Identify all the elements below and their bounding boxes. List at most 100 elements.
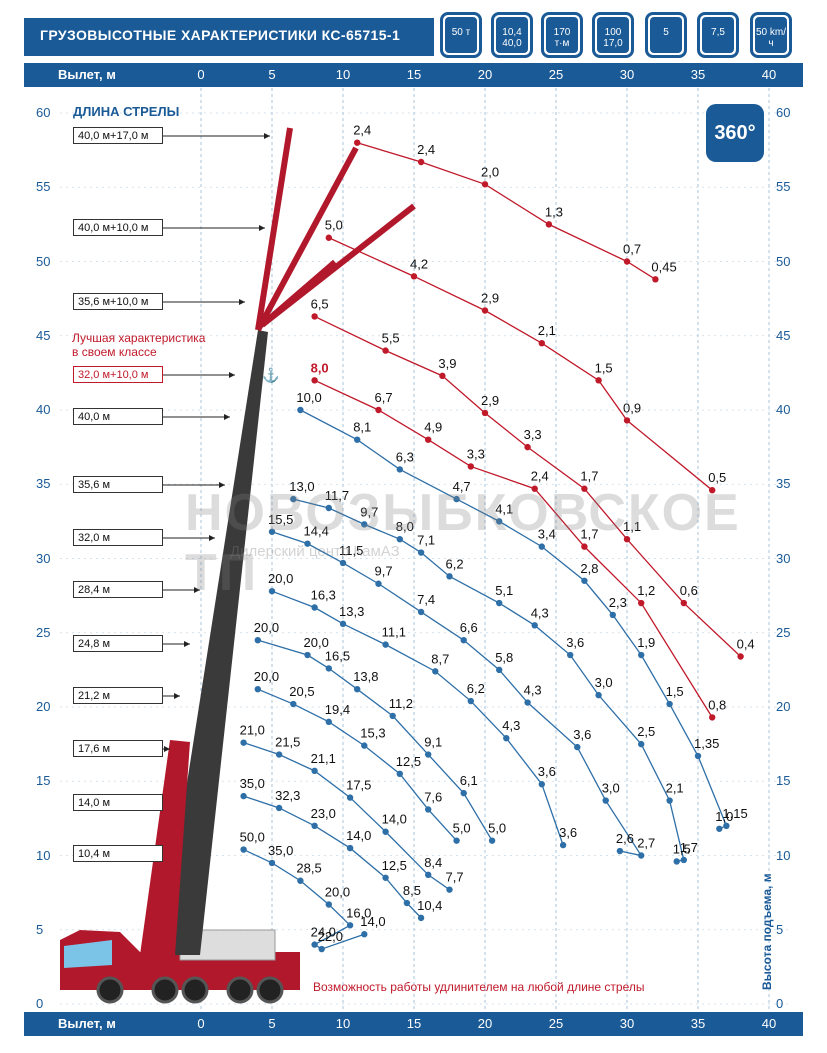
y-tick-left: 40 [36,402,51,417]
boom-label-item: 21,2 м [73,687,163,704]
data-label: 6,3 [396,449,414,464]
data-label: 6,2 [446,556,464,571]
data-point [325,901,332,908]
data-label: 7,4 [417,592,435,607]
data-label: 2,5 [637,724,655,739]
speed-icon: 50 km/ч [750,12,792,58]
data-point [567,651,574,659]
data-label: 23,0 [311,806,336,821]
top-axis-bar [24,63,803,87]
data-point [623,258,631,265]
bottom-x-tick: 5 [268,1016,276,1031]
leader-arrowhead [174,693,180,699]
y-tick-left: 10 [36,847,51,863]
top-x-tick: 20 [477,67,493,82]
data-point [275,751,283,758]
data-label: 24,0 [311,925,336,940]
data-label: 35,0 [240,776,265,791]
data-point [311,767,318,775]
data-label: 1,5 [666,684,684,699]
data-point [361,742,368,749]
data-point [354,139,361,146]
data-label: 5,8 [495,650,513,665]
data-point [581,577,588,584]
top-x-tick: 5 [268,67,276,82]
y-tick-left: 55 [36,179,51,195]
data-point [737,653,744,660]
top-x-tick: 40 [761,67,777,82]
y-tick-left: 30 [36,550,51,566]
data-point [311,313,318,320]
data-label: 4,9 [424,420,442,435]
data-point [417,914,425,922]
weight-50t-icon-text: 50 т [445,17,477,53]
data-label: 8,7 [431,651,449,666]
y-tick-left: 50 [36,253,51,269]
data-label: 0,4 [737,637,755,652]
data-point [410,273,418,280]
data-point [311,604,318,611]
leader-arrowhead [259,225,265,231]
y-axis-title: Высота подъема, м [760,873,774,990]
data-label: 1,7 [680,840,698,855]
top-x-tick: 0 [197,67,205,82]
boom-label-item: 40,0 м+17,0 м [73,127,163,144]
main-boom [160,330,268,955]
data-label: 1,5 [595,360,613,375]
data-point [496,518,503,525]
data-point [460,636,467,644]
boom-label-item: 35,6 м [73,476,163,493]
data-point [524,699,531,706]
data-point [290,700,297,708]
y-tick-right: 35 [776,476,791,492]
data-point [325,234,332,241]
data-point [446,886,453,893]
data-label: 3,3 [467,446,485,461]
data-label: 4,3 [531,605,549,620]
data-point [453,495,460,503]
data-label: 3,0 [602,781,620,796]
data-label: 6,5 [311,296,329,311]
moment-icon-text: 170 т·м [546,17,578,53]
data-label: 8,1 [353,420,371,435]
leader-arrowhead [184,641,190,647]
watermark-subtitle: Дилерский центр КамАЗ [230,543,400,560]
data-point [425,436,432,443]
data-label: 4,7 [453,479,471,494]
data-point [524,443,531,451]
data-label: 2,8 [580,561,598,576]
data-point [396,535,403,543]
series-line [257,688,458,842]
data-point [297,406,304,414]
data-point [488,837,496,844]
data-point [574,743,581,751]
data-point [680,599,687,607]
data-label: 2,4 [353,123,371,138]
data-point [389,712,396,720]
top-x-tick: 30 [619,67,635,82]
y-tick-right: 40 [776,402,791,417]
data-point [496,666,503,674]
data-label: 0,45 [651,259,676,274]
leader-arrowhead [209,535,215,541]
boom-length-heading: ДЛИНА СТРЕЛЫ [73,104,180,119]
bottom-x-tick: 30 [619,1016,635,1031]
data-label: 2,3 [609,595,627,610]
y-tick-right: 15 [776,773,791,789]
data-label: 0,8 [708,697,726,712]
data-point [325,504,332,512]
boom-label-item: 14,0 м [73,794,163,811]
leader-arrowhead [224,414,230,420]
data-point [623,417,631,424]
data-label: 11,1 [382,625,406,640]
wheel [256,976,284,1004]
data-point [290,495,297,503]
sections-icon: 5 [645,12,687,58]
y-tick-right: 0 [776,996,784,1011]
data-point [638,740,645,748]
data-label: 2,6 [616,831,634,846]
data-label: 19,4 [325,702,350,717]
data-label: 2,4 [417,142,435,157]
data-label: 4,3 [524,683,542,698]
data-point [240,792,247,800]
